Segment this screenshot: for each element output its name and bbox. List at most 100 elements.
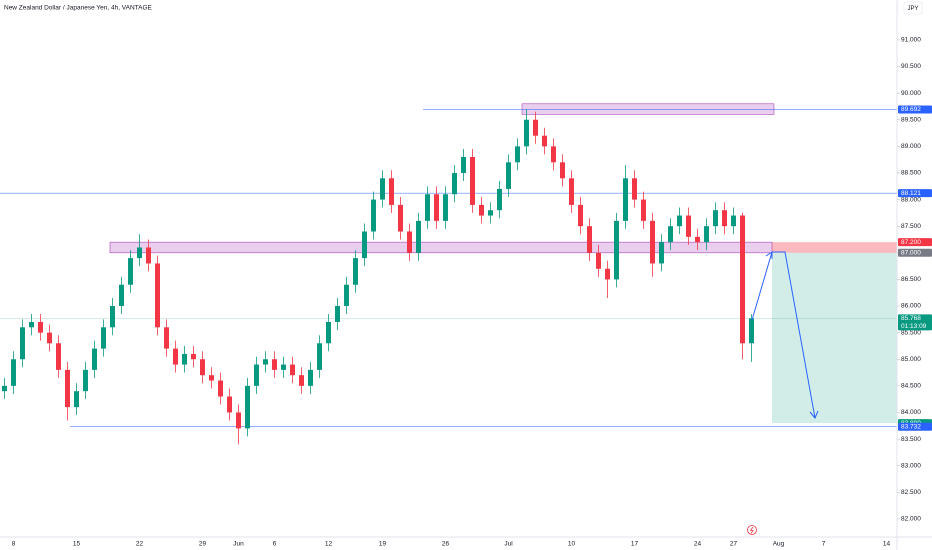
candle-body: [65, 369, 70, 408]
candle-body: [407, 231, 412, 253]
candle-body: [299, 375, 304, 386]
arrow-head: [765, 251, 773, 259]
price-tag-label: 89.692: [901, 106, 921, 113]
candle-body: [434, 194, 439, 221]
candle-body: [614, 220, 619, 280]
x-tick-label: Aug: [773, 541, 785, 548]
x-tick-label: 17: [631, 541, 639, 548]
y-tick-label: 89.500: [901, 116, 921, 123]
candle-body: [272, 359, 277, 370]
candle-body: [110, 306, 115, 328]
arrow-head: [809, 410, 819, 419]
candle-body: [641, 199, 646, 221]
y-tick-label: 90.000: [901, 90, 921, 97]
candle-body: [551, 146, 556, 163]
candle-body: [416, 220, 421, 253]
candle-body: [56, 343, 61, 370]
candle-body: [497, 188, 502, 211]
currency-button[interactable]: [903, 1, 923, 15]
target-zone: [772, 252, 897, 424]
price-tag-label: 87.200: [901, 239, 921, 246]
candle-body: [461, 157, 466, 173]
candle-body: [155, 263, 160, 328]
supply-zone: [521, 103, 775, 115]
candle-body: [695, 236, 700, 243]
candle-body: [722, 210, 727, 227]
candle-body: [740, 215, 745, 344]
candle-body: [200, 359, 205, 376]
candle-body: [686, 215, 691, 237]
candle-body: [119, 284, 124, 307]
candle-body: [389, 178, 394, 205]
candle-body: [578, 204, 583, 227]
x-tick-label: 27: [730, 541, 738, 548]
candle-body: [263, 359, 268, 365]
candle-body: [173, 348, 178, 365]
candle-body: [335, 306, 340, 322]
x-tick-label: 6: [273, 541, 277, 548]
x-tick-label: 15: [73, 541, 81, 548]
candle-body: [533, 119, 538, 136]
candle-body: [452, 172, 457, 195]
price-tag-label: 88.121: [901, 190, 921, 197]
y-tick-label: 88.000: [901, 196, 921, 203]
y-tick-label: 83.000: [901, 462, 921, 469]
y-tick-label: 83.500: [901, 436, 921, 443]
y-tick-label: 85.500: [901, 329, 921, 336]
y-tick-label: 85.000: [901, 356, 921, 363]
candle-body: [128, 258, 133, 285]
candle-body: [344, 284, 349, 307]
candle-body: [713, 210, 718, 227]
overlay: [747, 251, 819, 535]
candle-body: [398, 204, 403, 232]
candle-body: [38, 321, 43, 333]
x-tick-label: Jul: [504, 541, 513, 548]
x-tick-label: 19: [379, 541, 387, 548]
y-tick-label: 84.500: [901, 383, 921, 390]
candle-body: [443, 194, 448, 221]
candle-body: [146, 247, 151, 264]
price-tag: [898, 422, 932, 431]
candle-body: [470, 157, 475, 205]
event-icon[interactable]: [747, 525, 757, 535]
candle-body: [308, 369, 313, 386]
candle-body: [281, 364, 286, 370]
resistance-zone: [109, 241, 773, 254]
candle-body: [2, 385, 7, 392]
x-tick-label: Jun: [233, 541, 244, 548]
y-tick-label: 88.500: [901, 170, 921, 177]
candle-body: [326, 321, 331, 344]
axes: 91.000 90.500 90.000 89.500 89.000 88.500 88.0…: [12, 37, 932, 548]
candle-body: [29, 321, 34, 328]
candle-body: [182, 353, 187, 365]
candle-body: [47, 332, 52, 344]
candle-body: [137, 247, 142, 259]
y-tick-label: 86.000: [901, 303, 921, 310]
currency: JPY: [907, 6, 918, 12]
zones: [109, 103, 897, 424]
candle-body: [542, 135, 547, 147]
countdown: 01:13:09: [901, 323, 927, 330]
candle-body: [254, 364, 259, 386]
candle-body: [623, 178, 628, 221]
candle-body: [749, 318, 754, 344]
candle-body: [569, 178, 574, 205]
chart-title: New Zealand Dollar / Japanese Yen, 4h, V…: [4, 5, 153, 12]
price-tag-label: 85.768: [901, 315, 921, 322]
candle-body: [425, 194, 430, 221]
y-tick-label: 86.500: [901, 276, 921, 283]
candle-body: [353, 258, 358, 285]
candle-body: [191, 353, 196, 360]
projection-arrow: [751, 251, 816, 419]
y-tick-label: 82.000: [901, 516, 921, 523]
candle-body: [236, 412, 241, 429]
candle-body: [515, 146, 520, 163]
y-tick-label: 89.000: [901, 143, 921, 150]
candle-body: [290, 364, 295, 376]
x-tick-label: 29: [199, 541, 207, 548]
candle-body: [74, 391, 79, 408]
candle-body: [11, 359, 16, 386]
candle-body: [209, 375, 214, 381]
candles: [2, 109, 754, 445]
